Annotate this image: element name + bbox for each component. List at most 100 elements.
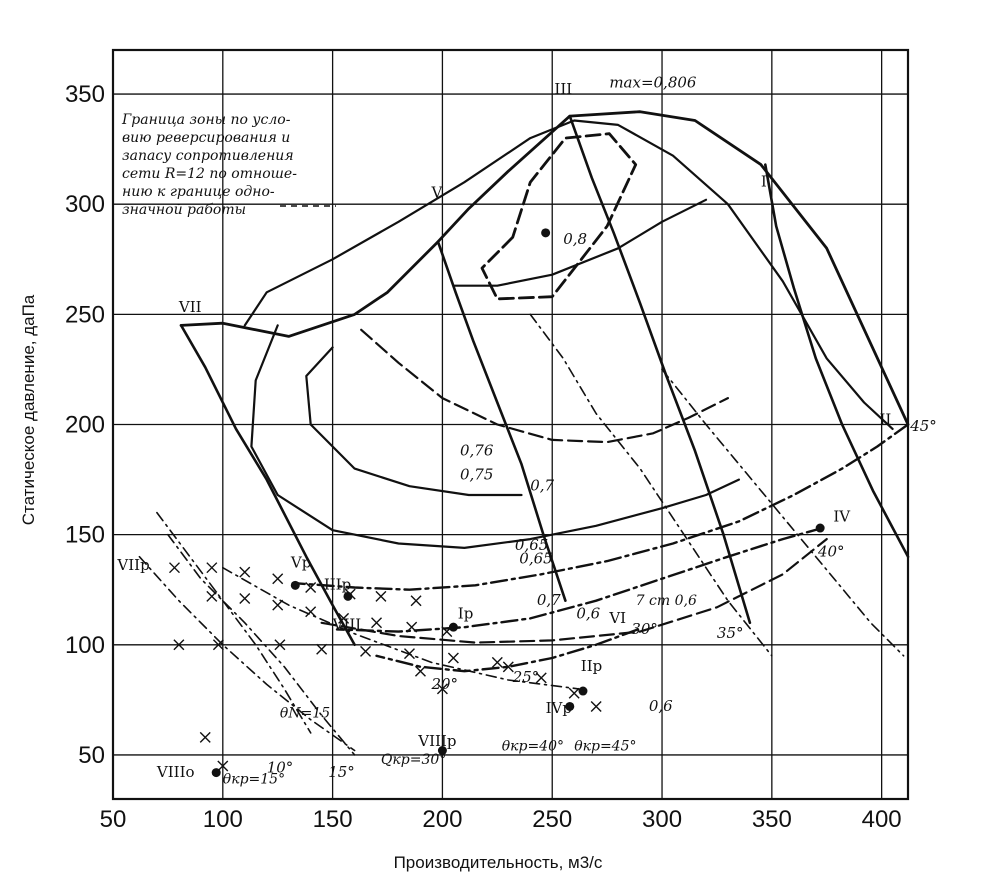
annotation-line-4: сети R=12 по отноше- [122,166,297,182]
cross-marker-9 [239,593,251,605]
annotation-line-5: нию к границе одно- [122,184,275,200]
cross-marker-17 [212,639,224,651]
cross-marker-10 [272,599,284,611]
roman-label-viip: VIIp [116,556,149,574]
annotation-line-1: Граница зоны по усло- [121,112,291,128]
angle-label-3: 30° [631,620,658,638]
angle-label-1: 40° [817,543,845,561]
data-point-7 [437,746,447,756]
reverse-curve-0 [156,511,312,734]
blade-curve-iii [568,114,752,625]
cross-marker-11 [305,606,317,618]
cross-marker-29 [436,683,448,695]
efficiency-contour-3 [360,328,729,444]
x-axis-title: Производительность, м3/с [394,853,603,872]
cross-marker-30 [199,731,211,743]
cross-marker-28 [414,665,426,677]
blade-curve-ii [291,423,910,591]
reverse-curve-5 [661,368,905,657]
surge-line [179,110,910,426]
roman-label-iip: IIp [581,657,602,675]
value-label-text-0-7: 0,7 [537,591,561,609]
cross-marker-13 [371,617,383,629]
cross-marker-3 [272,573,284,585]
y-tick-label-350: 350 [65,81,105,108]
efficiency-contour-6 [452,198,708,287]
roman-label-iv: IV [833,507,851,525]
cross-marker-4 [305,582,317,594]
annotation-line-6: значной работы [122,202,246,218]
theta-label-1: θкр=15° [223,772,285,788]
cross-marker-27 [590,700,602,712]
data-point-5 [578,686,588,696]
efficiency-contour-4 [250,324,740,549]
cross-marker-25 [535,672,547,684]
data-point-3 [343,591,353,601]
roman-label-viiip: VIIIp [417,732,456,750]
y-axis-title: Статическое давление, даПа [19,294,38,525]
roman-label-iii: III [554,80,572,98]
efficiency-contour-5 [243,119,894,430]
roman-label-viiio: VIIIo [156,763,195,781]
reverse-curve-1 [167,533,356,756]
blade-curve-i [764,163,910,558]
theta-label-3: θкр=40° [502,739,564,755]
cross-marker-12 [338,612,350,624]
x-tick-label-250: 250 [532,806,572,833]
tick-labels: 50 100 150 200 250 300 350 400 50 100 150 200 250 300… [65,81,902,833]
roman-label-ii: II [879,411,891,429]
x-tick-label-200: 200 [422,806,462,833]
blade-curve-iv [335,526,824,633]
cross-marker-0 [168,562,180,574]
x-tick-label-100: 100 [203,806,243,833]
cross-marker-24 [502,661,514,673]
angle-label-0: 45° [909,417,937,435]
blade-curve-vii [179,324,356,647]
blade-curve-vi [375,628,640,673]
grid-lines [113,50,908,799]
cross-marker-2 [239,566,251,578]
roman-label-i: I [761,173,767,191]
angle-label-7: 10° [267,759,294,777]
chart-marks: IIIIIIIVVVIVIIVIIIVpIIIpIpIIpIVpVIIpVIII… [116,73,936,787]
cross-marker-26 [568,687,580,699]
efficiency-contour-2 [305,346,523,497]
x-tick-label-400: 400 [862,806,902,833]
y-tick-label-50: 50 [78,742,105,769]
cross-marker-21 [403,648,415,660]
cross-marker-18 [274,639,286,651]
efficiency-contour-1 [480,132,638,301]
cross-marker-31 [217,760,229,772]
x-tick-label-150: 150 [313,806,353,833]
data-point-0 [541,228,551,238]
roman-label-vp: Vp [290,554,311,572]
theta-label-2: Qкр=30° [381,752,446,768]
efficiency-label-5: 0,6 [576,604,600,622]
annotation-text: Граница зоны по усло- вию реверсирования… [121,112,301,218]
roman-label-vii: VII [178,298,202,316]
blade-curve-v [436,240,567,602]
theta-label-5: 7 cm 0,6 [636,593,697,609]
angle-label-4: 25° [512,668,540,686]
annotation-line-2: вию реверсирования и [122,130,290,146]
cross-marker-7 [410,595,422,607]
roman-label-ivp: IVp [546,699,572,717]
angle-label-6: 15° [328,763,355,781]
cross-marker-22 [447,652,459,664]
y-tick-label-250: 250 [65,301,105,328]
x-tick-label-300: 300 [642,806,682,833]
annotation-line-3: запасу сопротивления [122,148,294,164]
y-tick-label-150: 150 [65,522,105,549]
data-point-8 [211,768,221,778]
data-point-2 [290,580,300,590]
y-tick-label-300: 300 [65,191,105,218]
value-label-text-0-6: 0,6 [649,697,673,715]
cross-marker-14 [406,621,418,633]
efficiency-label-1: 0,76 [460,441,494,459]
efficiency-contour-7 [320,538,828,644]
theta-label-0: θN=15 [280,705,330,721]
roman-label-viii: VIII [332,615,362,633]
roman-label-v: V [430,184,443,202]
y-tick-label-100: 100 [65,632,105,659]
